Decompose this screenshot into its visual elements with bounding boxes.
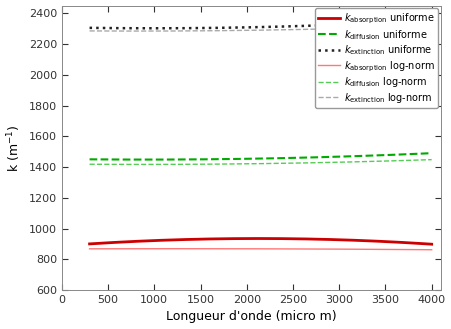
Legend: $k_{\rm{absorption}}$ uniforme, $k_{\rm{diffusion}}$ uniforme, $k_{\rm{extinctio: $k_{\rm{absorption}}$ uniforme, $k_{\rm{…	[314, 9, 437, 109]
X-axis label: Longueur d'onde (micro m): Longueur d'onde (micro m)	[166, 311, 336, 323]
Y-axis label: k (m$^{-1}$): k (m$^{-1}$)	[5, 124, 23, 171]
